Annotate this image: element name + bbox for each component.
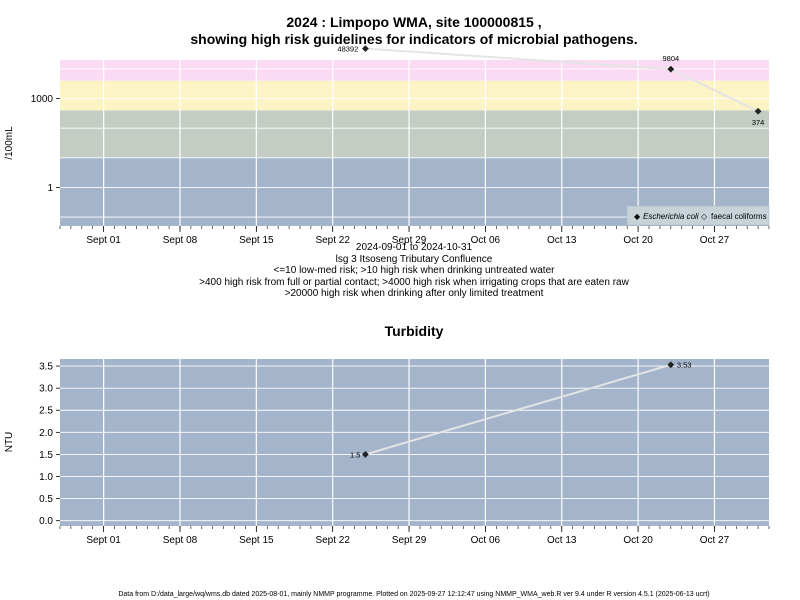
chart1-x-tick-label: Oct 27 [700, 235, 730, 246]
chart2-y-tick-label: 3.0 [39, 384, 53, 395]
chart2-data-point [667, 361, 675, 369]
risk-band [60, 60, 769, 81]
chart2-grid [60, 359, 769, 526]
chart2-plot-area [60, 359, 769, 526]
chart2-x-tick-label: Oct 06 [471, 535, 501, 546]
chart1-x-tick-label: Oct 20 [623, 235, 653, 246]
chart2-y-tick-label: 0.0 [39, 516, 53, 527]
risk-band [60, 110, 769, 158]
chart1-guideline-3: >20000 high risk when drinking after onl… [285, 288, 544, 299]
chart2-y-tick-label: 2.0 [39, 428, 53, 439]
chart1-data-point [754, 107, 762, 115]
chart1-site-name: lsg 3 Itsoseng Tributary Confluence [336, 254, 493, 265]
chart1-x-tick-label: Sept 15 [239, 235, 274, 246]
chart2-series-line [365, 363, 672, 456]
chart2-data-label: 3.53 [677, 361, 692, 370]
chart1-y-axis-label: /100mL [4, 126, 15, 160]
chart2-x-tick-label: Sept 01 [86, 535, 121, 546]
chart1-legend: ◆ Escherichia coli ◇ faecal coliforms [626, 205, 770, 226]
chart1-guideline-1: <=10 low-med risk; >10 high risk when dr… [274, 265, 556, 276]
chart2-y-tick-label: 1.0 [39, 472, 53, 483]
chart1-title-line1: 2024 : Limpopo WMA, site 100000815 , [286, 14, 541, 30]
risk-band [60, 80, 769, 111]
chart2-y-tick-label: 3.5 [39, 362, 53, 373]
chart1-data-label: 48392 [337, 45, 358, 54]
chart2-x-tick-label: Oct 20 [623, 535, 653, 546]
legend-faecal-label: faecal coliforms [711, 212, 767, 221]
chart2-x-tick-label: Sept 22 [315, 535, 350, 546]
chart1-data-label: 374 [752, 118, 765, 127]
chart1-date-range: 2024-09-01 to 2024-10-31 [356, 242, 473, 253]
chart2-x-tick-label: Sept 15 [239, 535, 274, 546]
chart1-x-tick-label: Sept 22 [315, 235, 350, 246]
chart2-title: Turbidity [385, 323, 444, 339]
chart1-x-tick-label: Sept 08 [163, 235, 198, 246]
chart1-x-tick-label: Sept 29 [392, 235, 427, 246]
chart2-series: 1.5 3.53 [350, 361, 691, 460]
chart1-data-point [362, 45, 369, 53]
chart1-y-tick-label: 1 [47, 183, 53, 194]
legend-faecal-marker-icon: ◇ [701, 212, 708, 221]
chart1-title-line2: showing high risk guidelines for indicat… [190, 31, 637, 47]
chart1-x-tick-label: Sept 01 [86, 235, 121, 246]
chart2-y-tick-label: 1.5 [39, 450, 53, 461]
chart2-data-point [362, 451, 369, 458]
chart1-y-tick-label: 1000 [31, 94, 54, 105]
chart2-x-tick-label: Oct 13 [547, 535, 577, 546]
chart2-y-tick-label: 0.5 [39, 494, 53, 505]
chart2-background [60, 359, 769, 526]
legend-ecoli-marker-icon: ◆ [634, 212, 641, 221]
legend-box [626, 205, 770, 226]
chart1-data-label: 9804 [662, 54, 679, 63]
chart1-x-tick-label: Oct 13 [547, 235, 577, 246]
chart2-x-tick-label: Oct 27 [700, 535, 730, 546]
chart2-data-label: 1.5 [350, 450, 360, 459]
chart1-axes: 1 1000 Sept 01 Sept 08 Sept 15 Sept 22 Sept 29… [31, 94, 770, 246]
chart2-y-tick-label: 2.5 [39, 406, 53, 417]
chart2-x-tick-label: Sept 08 [163, 535, 198, 546]
footer-note: Data from D:/data_large/wq/wms.db dated … [118, 591, 709, 598]
chart1-risk-bands [60, 60, 769, 226]
chart1-x-tick-label: Oct 06 [471, 235, 501, 246]
chart2-x-tick-label: Sept 29 [392, 535, 427, 546]
chart1-data-point [667, 65, 675, 73]
legend-ecoli-label: Escherichia coli [643, 212, 699, 221]
chart1-guideline-2: >400 high risk from full or partial cont… [199, 277, 629, 288]
chart1-series: 48392 9804 374 [337, 45, 764, 128]
chart2-y-axis-label: NTU [4, 432, 15, 453]
chart1-grid [60, 60, 769, 226]
chart2-axes: 0.0 0.5 1.0 1.5 2.0 2.5 3.0 3.5 Sept 01 Sept 08 Se… [39, 362, 770, 546]
